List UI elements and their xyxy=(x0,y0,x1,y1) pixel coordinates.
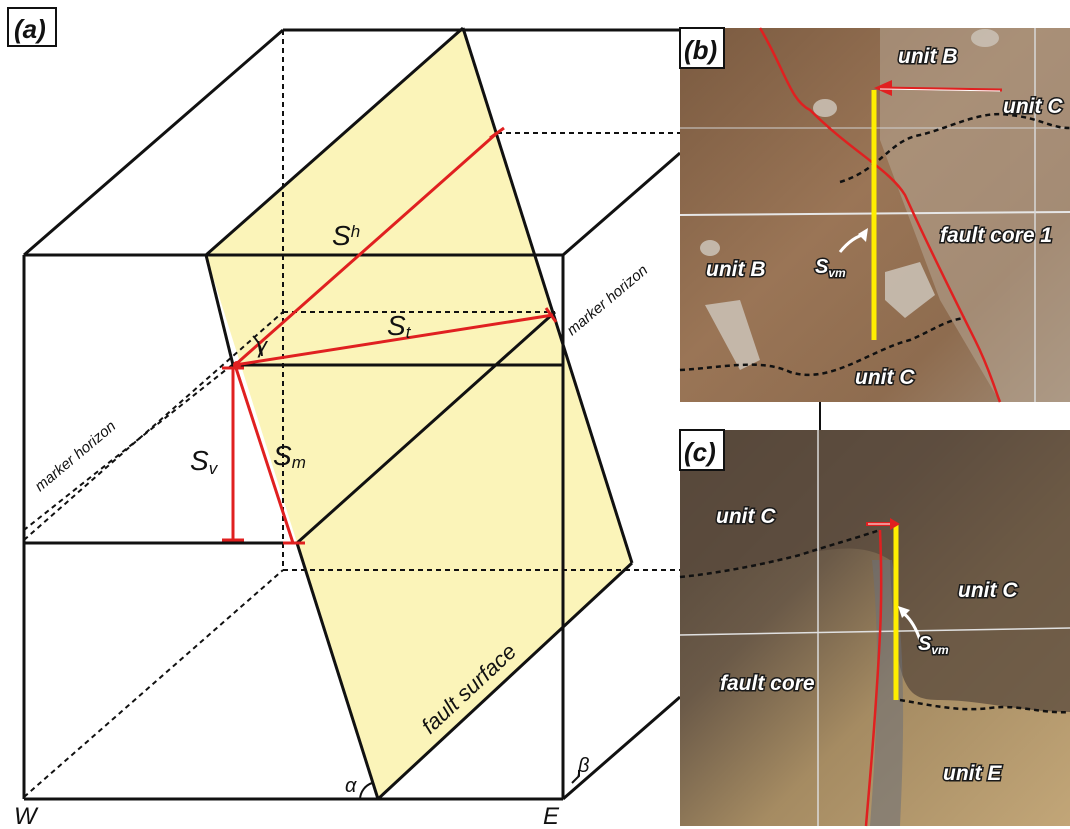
panel-b-photo: (b) unit B unit C fault core 1 unit B Sv… xyxy=(679,27,1070,403)
east-label: E xyxy=(543,803,560,829)
unit-c-right-label: unit C xyxy=(958,579,1018,602)
st-vector xyxy=(234,313,554,367)
slip-vectors xyxy=(222,126,558,545)
photo-b-rocks xyxy=(700,29,999,370)
block-edges xyxy=(22,26,822,801)
fault-core-1-label: fault core 1 xyxy=(940,224,1052,247)
unit-c-left-label: unit C xyxy=(716,505,776,528)
beta-label: β xyxy=(577,755,589,777)
unit-e-label: unit E xyxy=(943,762,1002,785)
panel-c-photo: (c) unit C unit C Svm fault core unit E xyxy=(679,429,1070,827)
fault-plane xyxy=(206,28,632,799)
svm-c-label: Svm xyxy=(918,633,949,657)
unit-c-bottom-label: unit C xyxy=(855,366,915,389)
panel-b-label-box xyxy=(679,27,725,69)
st-label: St xyxy=(387,310,412,342)
panel-b-label: (b) xyxy=(684,35,717,65)
sh-vector xyxy=(234,131,498,367)
marker-horizon-left-label: marker horizon xyxy=(32,418,120,495)
sm-label: Sm xyxy=(273,440,306,472)
svm-b-label: Svm xyxy=(815,256,846,280)
unit-b-top-label: unit B xyxy=(898,45,957,68)
panel-c-label: (c) xyxy=(684,437,716,467)
sh-label: Sh xyxy=(332,220,360,251)
sv-label: Sv xyxy=(190,445,219,478)
panel-a-label-box xyxy=(7,7,57,47)
west-label: W xyxy=(14,803,39,829)
alpha-label: α xyxy=(345,775,357,797)
panel-a-label: (a) xyxy=(14,14,46,44)
fault-core-label: fault core xyxy=(720,672,815,695)
sm-vector xyxy=(233,364,295,544)
unit-b-left-label: unit B xyxy=(706,258,765,281)
unit-c-top-label: unit C xyxy=(1003,95,1063,118)
marker-horizon-right-label: marker horizon xyxy=(564,262,652,339)
panel-c-label-box xyxy=(679,429,725,471)
gamma-label: γ xyxy=(256,333,269,358)
hidden-edges xyxy=(23,30,680,798)
